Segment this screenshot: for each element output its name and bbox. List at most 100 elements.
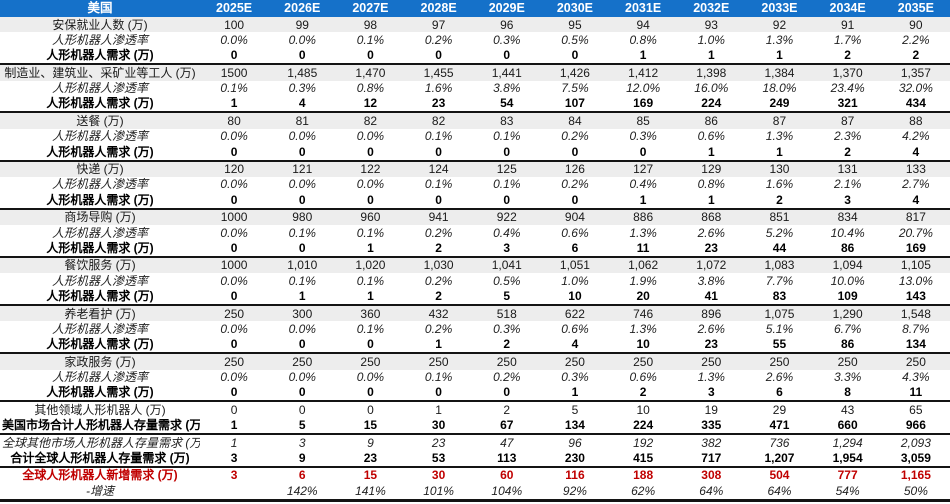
cell [200, 483, 269, 502]
cell: 0 [230, 144, 238, 159]
cell: 1.0% [561, 273, 589, 288]
cell: 0 [435, 144, 442, 159]
cell: 81 [268, 111, 337, 129]
cell: 0.1% [356, 225, 385, 240]
cell: 83 [772, 289, 787, 304]
cell: 1,030 [404, 255, 473, 274]
table-row: 人形机器人需求 (万) 0 1 1 2 5 10 20 41 83 109 143 [0, 289, 950, 305]
cell: 904 [540, 207, 610, 226]
row-label: 人形机器人渗透率 [51, 32, 148, 47]
cell: 817 [881, 207, 950, 226]
cell: 0.2% [424, 225, 453, 240]
cell: 5 [503, 289, 511, 304]
cell: 1 [639, 48, 647, 63]
cell: 308 [677, 465, 746, 484]
year-header: 2028E [404, 0, 473, 17]
row-label: 人形机器人渗透率 [51, 177, 148, 192]
table-row: 人形机器人需求 (万) 0 0 0 0 0 0 1 1 2 3 4 [0, 192, 950, 208]
cell: 250 [472, 352, 541, 370]
cell: 125 [472, 159, 541, 177]
row-label: 人形机器人需求 (万) [46, 337, 154, 352]
cell: 0.0% [220, 32, 248, 47]
cell: 2,093 [881, 433, 950, 451]
cell: 0.8% [697, 177, 725, 192]
cell: 4 [912, 144, 920, 159]
cell: 0.1% [356, 32, 385, 47]
cell: 43 [813, 400, 882, 418]
cell: 192 [609, 433, 678, 451]
cell: 0.1% [288, 225, 316, 240]
cell: 1,207 [764, 451, 795, 466]
cell: 87 [745, 111, 814, 129]
table-row: 全球人形机器人新增需求 (万) 3 6 15 30 60 116 188 308 504 777 1,… [0, 465, 950, 484]
cell: 0 [200, 400, 269, 418]
row-label: -增速 [0, 483, 200, 502]
row-label: 商场导购 (万) [0, 207, 200, 226]
year-header: 2029E [472, 0, 541, 17]
cell: 3 [503, 240, 511, 255]
cell: 23 [704, 240, 718, 255]
cell: 0 [367, 48, 374, 63]
cell: 0.3% [493, 32, 521, 47]
cell: 88 [881, 111, 950, 129]
cell: 9 [298, 451, 306, 466]
cell: 107 [564, 96, 585, 111]
cell: 0 [639, 144, 647, 159]
table-row: 养老看护 (万) 250 300 360 432 518 622 746 896 1,075 1,2… [0, 304, 950, 322]
cell: 224 [701, 96, 722, 111]
cell: 0.1% [356, 321, 385, 336]
cell: 47 [472, 433, 541, 451]
cell: 1 [435, 337, 442, 352]
cell: 23 [363, 451, 378, 466]
cell: 1 [571, 385, 579, 400]
cell: 0 [298, 144, 306, 159]
cell: 98 [336, 17, 405, 33]
cell: 3 [200, 465, 269, 484]
cell: 0.0% [220, 321, 248, 336]
cell: 121 [268, 159, 337, 177]
cell: 30 [404, 465, 473, 484]
cell: 0.2% [561, 129, 589, 144]
cell: 0 [230, 48, 238, 63]
cell: 1,455 [404, 63, 473, 81]
cell: 6 [268, 465, 337, 484]
row-label: 人形机器人需求 (万) [46, 96, 154, 111]
cell: 471 [769, 418, 790, 433]
table-row: 人形机器人渗透率 0.0% 0.0% 0.1% 0.2% 0.3% 0.6% 1.3% 2.6%… [0, 321, 950, 336]
cell: 415 [633, 451, 654, 466]
cell: 1.7% [833, 32, 862, 47]
cell: 0.0% [356, 370, 385, 385]
cell: 1,051 [540, 255, 610, 274]
cell: 434 [905, 96, 926, 111]
cell: 250 [813, 352, 882, 370]
cell: 104% [472, 483, 541, 502]
cell: 0.5% [493, 273, 521, 288]
cell: 0.1% [288, 273, 316, 288]
cell: 92% [540, 483, 610, 502]
cell: 966 [905, 418, 926, 433]
cell: 113 [497, 451, 517, 466]
cell: 126 [540, 159, 610, 177]
row-label: 人形机器人渗透率 [51, 225, 148, 240]
cell: 250 [268, 352, 337, 370]
table-row: -增速 142% 141% 101% 104% 92% 62% 64% 64% 54% 50% [0, 483, 950, 502]
cell: 250 [677, 352, 746, 370]
table-row: 美国市场合计人形机器人存量需求 (万) 1 5 15 30 67 134 224 335 471 6… [0, 418, 950, 434]
cell: 101% [404, 483, 473, 502]
cell: 19 [677, 400, 746, 418]
table-row: 人形机器人渗透率 0.0% 0.1% 0.1% 0.2% 0.5% 1.0% 1.9% 3.8%… [0, 273, 950, 288]
table-row: 人形机器人渗透率 0.0% 0.0% 0.0% 0.1% 0.1% 0.2% 0.4% 0.8%… [0, 177, 950, 192]
cell: 91 [813, 17, 882, 33]
cell: 23 [431, 96, 446, 111]
cell: 0 [367, 385, 374, 400]
cell: 84 [540, 111, 610, 129]
cell: 93 [677, 17, 746, 33]
cell: 0.0% [288, 370, 316, 385]
cell: 12 [363, 96, 378, 111]
cell: 250 [745, 352, 814, 370]
cell: 922 [472, 207, 541, 226]
cell: 130 [745, 159, 814, 177]
cell: 5 [298, 418, 306, 433]
row-label: 合计全球人形机器人存量需求 (万) [10, 451, 190, 466]
